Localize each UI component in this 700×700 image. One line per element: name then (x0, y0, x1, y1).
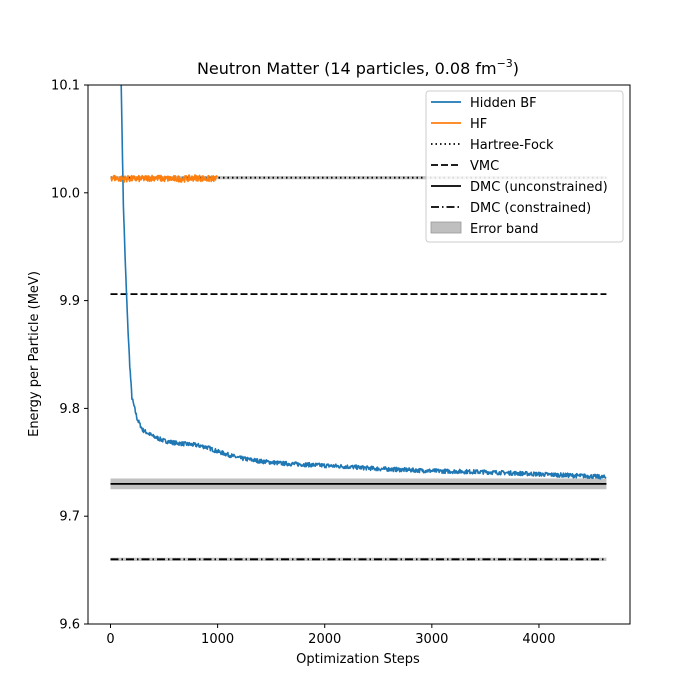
legend-label-error-band: Error band (470, 222, 539, 237)
legend-label-dmc-constrained: DMC (constrained) (470, 201, 591, 216)
legend-label-hartree-fock: Hartree-Fock (470, 138, 554, 153)
x-tick-label: 2000 (308, 632, 341, 647)
legend-label-hf: HF (470, 117, 487, 132)
y-axis-ticks: 9.6 9.7 9.8 9.9 10.0 10.1 (51, 79, 88, 633)
x-axis-label: Optimization Steps (296, 652, 420, 667)
series-line-hf (110, 174, 218, 183)
y-tick-label: 9.6 (59, 618, 80, 633)
y-tick-label: 9.8 (59, 402, 80, 417)
legend-label-hidden-bf: Hidden BF (470, 96, 537, 111)
x-tick-label: 0 (106, 632, 114, 647)
series-line-hidden-bf (120, 85, 607, 480)
chart-title: Neutron Matter (14 particles, 0.08 fm−3) (197, 57, 519, 78)
y-tick-label: 9.9 (59, 294, 80, 309)
legend-box (425, 90, 624, 243)
x-tick-label: 3000 (415, 632, 448, 647)
y-tick-label: 9.7 (59, 510, 80, 525)
legend-label-dmc-unconstrained: DMC (unconstrained) (470, 180, 608, 195)
legend-swatch-error-band (430, 221, 462, 234)
plot-area (110, 85, 607, 561)
chart-title-superscript: −3 (497, 57, 513, 70)
data-series (110, 85, 607, 480)
x-tick-label: 4000 (522, 632, 555, 647)
legend-label-vmc: VMC (470, 159, 499, 174)
reference-lines (110, 176, 607, 561)
axes-frame (87, 84, 631, 625)
x-axis-ticks: 0 1000 2000 3000 4000 (106, 624, 555, 647)
error-band-dmc-constrained (110, 557, 607, 561)
legend: Hidden BF HF Hartree-Fock VMC DMC (uncon… (425, 90, 624, 243)
y-tick-label: 10.1 (51, 79, 80, 94)
y-axis-label: Energy per Particle (MeV) (27, 271, 42, 437)
x-tick-label: 1000 (201, 632, 234, 647)
y-tick-label: 10.0 (51, 186, 80, 201)
